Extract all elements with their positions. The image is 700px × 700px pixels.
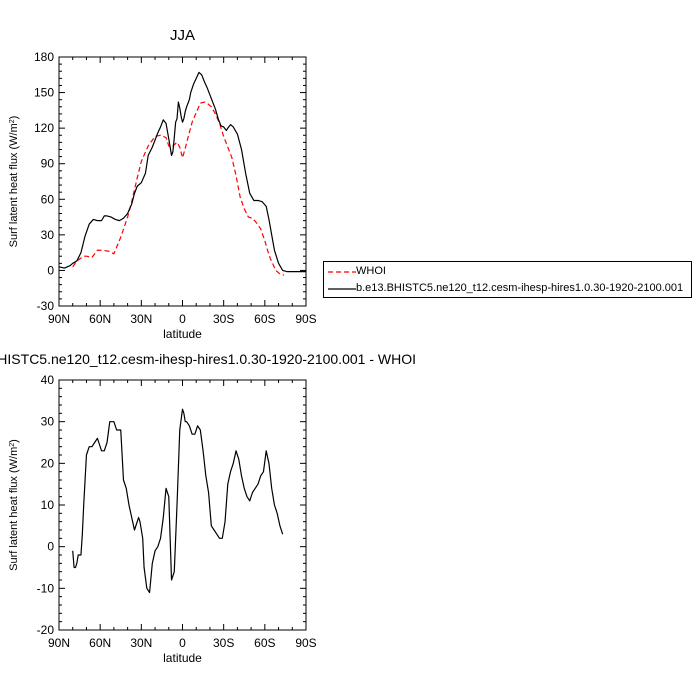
legend-entry-model: b.e13.BHISTC5.ne120_t12.cesm-ihesp-hires… [324,281,691,297]
y-tick-label: -20 [37,623,55,637]
y-axis-label: Surf latent heat flux (W/m2) [8,439,20,571]
y-axis-label-main: Surf latent heat flux (W/m [8,123,20,247]
legend-entry-whoi: WHOI [324,264,691,280]
y-tick-label: 180 [34,50,54,64]
y-axis-label-main: Surf latent heat flux (W/m [8,447,20,571]
series-line-whoi [72,101,285,276]
y-tick-label: 90 [41,157,55,171]
chart-title: b.e13.BHISTC5.ne120_t12.cesm-ihesp-hires… [0,351,416,367]
x-tick-label: 0 [179,636,186,650]
x-tick-label: 90N [48,636,70,650]
x-tick-label: 90N [48,312,70,326]
plot-frame [58,56,307,307]
legend-label-whoi: WHOI [356,265,386,277]
x-axis-label: latitude [163,327,202,341]
y-axis-label-sup: 2 [9,443,16,447]
series-line-diff [72,408,284,594]
series-line-b [59,71,306,273]
y-tick-label: 30 [41,415,55,429]
x-tick-label: 30N [130,636,152,650]
x-tick-label: 60N [89,636,111,650]
top-panel: 90N 60N 30N 0 30S 60S 90S -30 0 30 60 90 120 150 180 JJ… [8,27,317,341]
legend-label-model: b.e13.BHISTC5.ne120_t12.cesm-ihesp-hires… [356,282,684,294]
legend: WHOI b.e13.BHISTC5.ne120_t12.cesm-ihesp-… [323,261,692,298]
y-tick-label: 30 [41,228,55,242]
x-tick-label: 30N [130,312,152,326]
y-tick-label: 10 [41,498,55,512]
x-axis-label: latitude [163,651,202,665]
y-tick-label: 40 [41,373,55,387]
y-tick-label: 0 [47,540,54,554]
x-tick-label: 60S [254,636,275,650]
x-tick-label: 90S [295,312,316,326]
y-tick-label: 0 [47,263,54,277]
y-tick-label: -10 [37,581,55,595]
legend-line-whoi [328,271,356,273]
y-axis-label-end: ) [8,439,20,443]
legend-line-model [328,288,356,290]
plot-frame [58,379,307,631]
x-tick-label: 60S [254,312,275,326]
x-tick-label: 30S [213,636,234,650]
y-tick-label: -30 [37,299,55,313]
x-tick-label: 30S [213,312,234,326]
y-tick-label: 120 [34,121,54,135]
y-axis-label-end: ) [8,116,20,120]
chart-title: JJA [170,27,195,44]
bottom-panel: 90N 60N 30N 0 30S 60S 90S -20 -10 0 10 20 30 40 b.e13.… [0,351,416,665]
y-tick-label: 150 [34,86,54,100]
x-tick-label: 90S [295,636,316,650]
x-tick-label: 60N [89,312,111,326]
y-tick-label: 20 [41,456,55,470]
y-axis-label-sup: 2 [9,119,16,123]
x-tick-label: 0 [179,312,186,326]
y-axis-label: Surf latent heat flux (W/m2) [8,116,20,248]
y-tick-label: 60 [41,192,55,206]
